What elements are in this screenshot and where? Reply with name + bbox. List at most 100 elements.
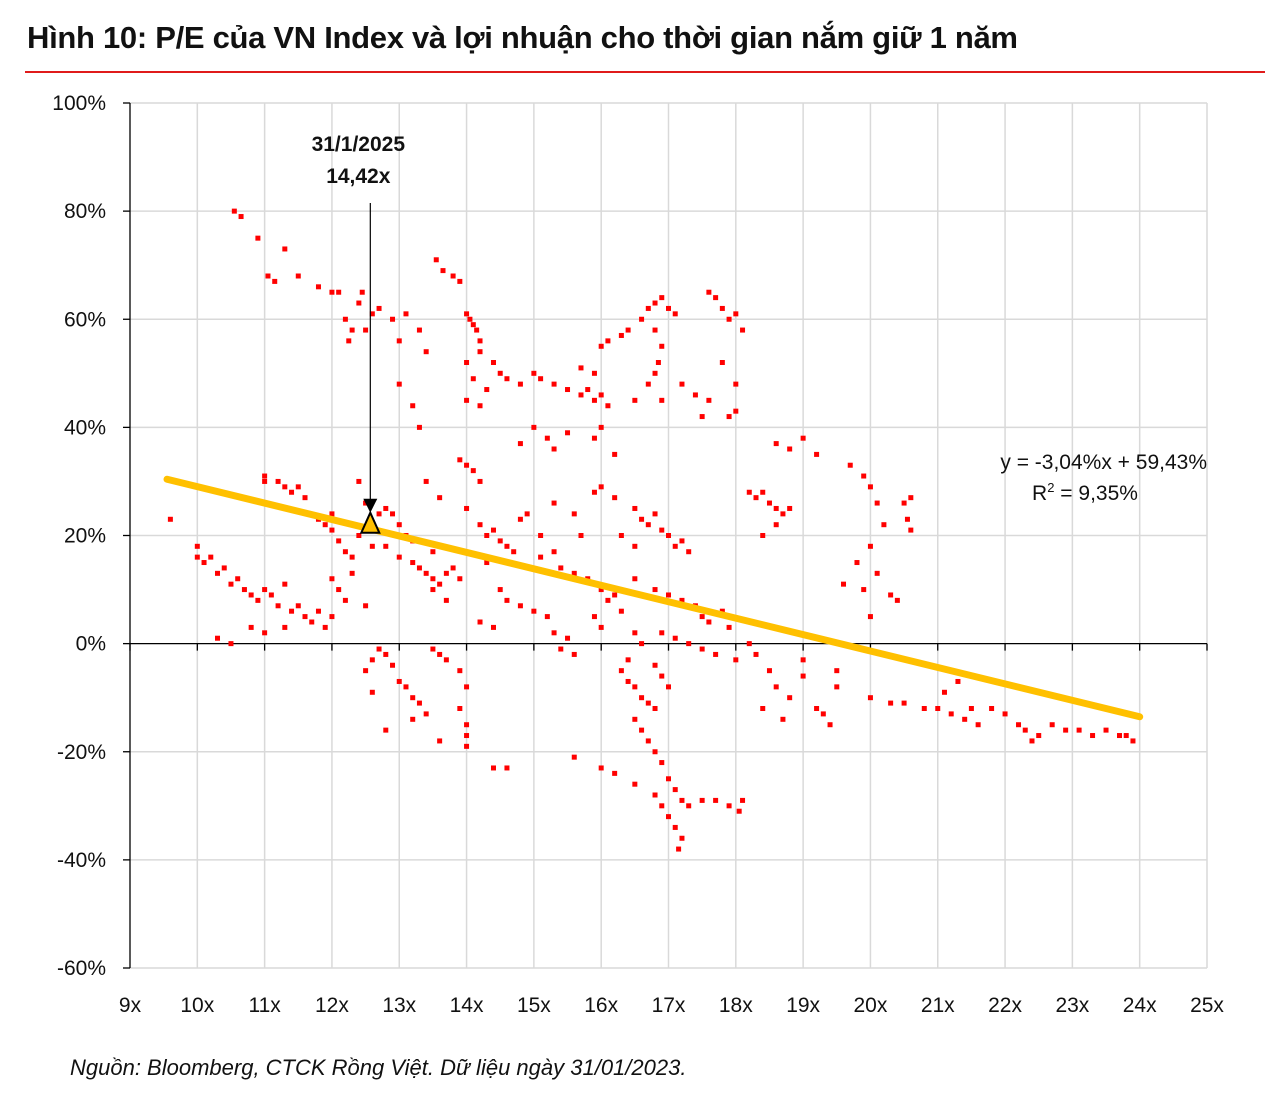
data-point [753, 651, 759, 657]
data-point [639, 695, 645, 701]
data-point [598, 392, 604, 398]
data-point [433, 257, 439, 263]
data-point [787, 505, 793, 511]
data-point [1049, 722, 1055, 728]
x-tick-label: 21x [921, 994, 955, 1017]
data-point [598, 484, 604, 490]
data-point [736, 808, 742, 814]
data-point [679, 538, 685, 544]
data-point [497, 538, 503, 544]
current-pe-marker [359, 510, 381, 534]
data-point [329, 576, 335, 582]
data-point [363, 603, 369, 609]
data-point [686, 803, 692, 809]
data-point [356, 300, 362, 306]
data-point [565, 430, 571, 436]
data-point [820, 711, 826, 717]
data-point [477, 522, 483, 528]
data-point [221, 565, 227, 571]
data-point [578, 365, 584, 371]
data-point [989, 706, 995, 711]
axes [123, 102, 1208, 969]
data-point [659, 397, 665, 403]
x-tick-label: 15x [517, 994, 551, 1017]
data-point [591, 614, 597, 620]
data-point [625, 327, 631, 333]
data-point [443, 657, 449, 663]
data-point [686, 549, 692, 555]
data-point [719, 608, 725, 614]
data-point [215, 570, 221, 576]
data-point [457, 457, 463, 463]
data-point [416, 327, 422, 333]
data-point [282, 484, 288, 490]
data-point [699, 797, 705, 803]
data-point [867, 484, 873, 490]
data-point [329, 527, 335, 533]
data-point [289, 489, 295, 495]
data-point [359, 289, 365, 295]
data-point [652, 749, 658, 755]
y-tick-label: 40% [64, 416, 106, 439]
data-point [1123, 733, 1129, 739]
data-point [410, 716, 416, 722]
data-point [888, 700, 894, 706]
data-point [571, 754, 577, 760]
data-point [531, 424, 537, 430]
data-point [403, 311, 409, 317]
data-point [369, 689, 375, 695]
data-point [874, 500, 880, 506]
data-point [955, 678, 961, 684]
data-point [346, 338, 352, 344]
data-point [652, 587, 658, 593]
data-point [659, 673, 665, 679]
data-point [904, 516, 910, 522]
data-point [517, 603, 523, 609]
data-point [941, 689, 947, 695]
data-point [467, 316, 473, 322]
data-point [295, 273, 301, 279]
data-point [464, 505, 470, 511]
data-point [861, 587, 867, 593]
data-point [652, 662, 658, 668]
data-point [679, 835, 685, 841]
data-point [901, 500, 907, 506]
data-point [272, 278, 278, 284]
data-point [632, 630, 638, 636]
data-point [255, 597, 261, 603]
data-point [430, 646, 436, 652]
data-point [908, 527, 914, 533]
data-point [1036, 733, 1042, 739]
grid-lines [130, 102, 1208, 969]
annotation-date: 31/1/2025 [312, 133, 406, 156]
x-tick-label: 20x [854, 994, 888, 1017]
data-point [464, 722, 470, 728]
data-point [713, 797, 719, 803]
data-point [676, 846, 682, 852]
data-point [464, 360, 470, 365]
data-point [760, 489, 766, 495]
data-point [1103, 727, 1109, 733]
data-point [558, 646, 564, 652]
data-point [612, 592, 618, 598]
y-tick-label: -20% [57, 741, 106, 764]
data-point [578, 392, 584, 398]
data-point [773, 441, 779, 447]
x-tick-label: 14x [450, 994, 484, 1017]
data-point [719, 360, 725, 365]
data-point [733, 311, 739, 317]
data-point [1090, 733, 1096, 739]
data-point [228, 581, 234, 587]
data-point [457, 706, 463, 711]
data-point [208, 554, 214, 560]
y-tick-label: -40% [57, 849, 106, 872]
data-point [490, 360, 496, 365]
annotation-value: 14,42x [326, 165, 391, 188]
data-point [437, 581, 443, 587]
x-tick-label: 12x [315, 994, 349, 1017]
data-point [814, 706, 820, 711]
x-tick-label: 25x [1190, 994, 1224, 1017]
data-point [248, 624, 254, 630]
data-point [632, 576, 638, 582]
data-point [618, 668, 624, 674]
